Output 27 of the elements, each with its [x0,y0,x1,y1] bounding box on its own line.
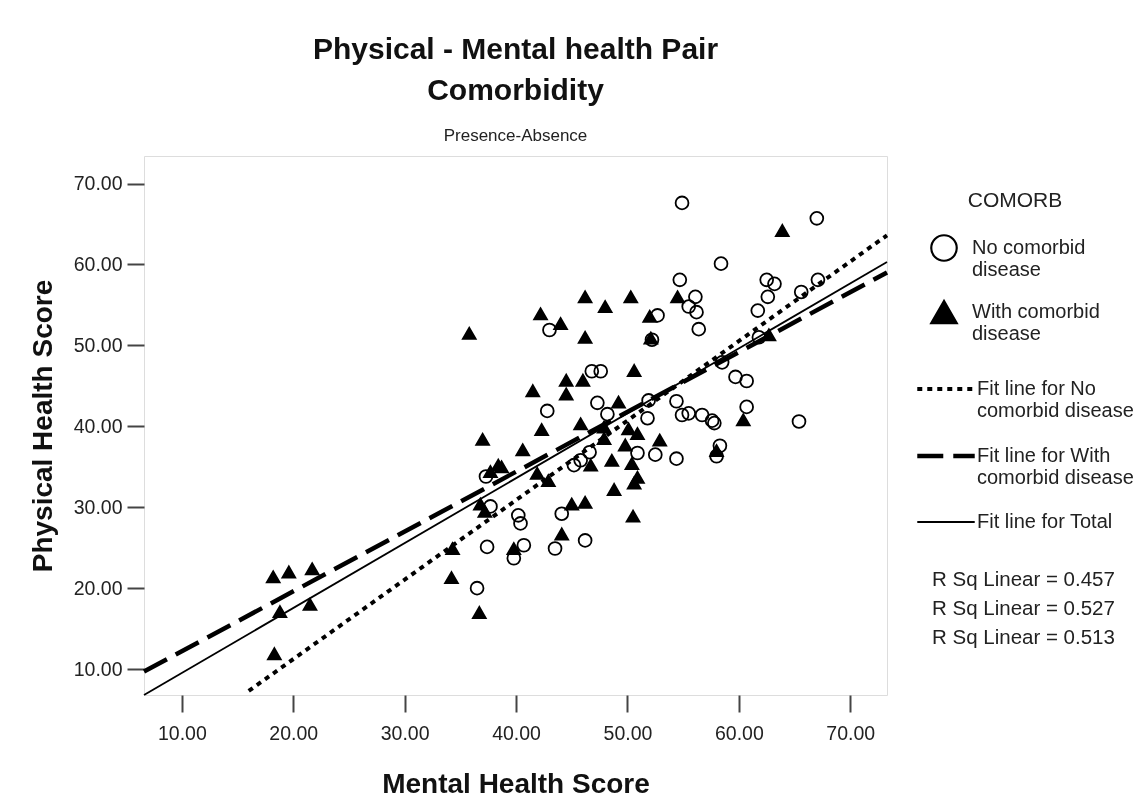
y-tick-label: 40.00 [73,414,123,437]
y-tick-label: 20.00 [73,576,123,599]
x-tick-label: 10.00 [157,721,207,744]
y-tick-label: 50.00 [73,333,123,356]
x-tick-label: 20.00 [269,721,319,744]
legend-label: Fit line for With comorbid disease [977,444,1134,488]
chart-title: Physical - Mental health Pair Comorbidity [312,32,719,106]
x-tick-label: 60.00 [714,721,764,744]
legend-label: No comorbid disease [972,236,1086,280]
y-tick-label: 30.00 [73,495,123,518]
x-tick-label: 30.00 [380,721,430,744]
legend-label: With comorbid disease [972,300,1100,344]
x-tick-label: 70.00 [826,721,876,744]
text: R Sq Linear = 0.457 [932,567,1115,590]
y-tick-label: 10.00 [73,657,123,680]
x-axis-title: Mental Health Score [382,768,650,799]
x-tick-label: 40.00 [492,721,542,744]
y-axis-title: Physical Health Score [26,279,58,573]
x-tick-label: 50.00 [603,721,653,744]
text: R Sq Linear = 0.527 [932,596,1115,619]
legend-title: COMORB [967,188,1063,211]
chart-subtitle: Presence-Absence [443,126,588,145]
legend-label: Fit line for No comorbid disease [977,377,1134,421]
y-tick-label: 60.00 [73,252,123,275]
legend-label: Fit line for Total [977,510,1113,532]
y-tick-label: 70.00 [73,172,123,195]
text: R Sq Linear = 0.513 [932,625,1115,648]
